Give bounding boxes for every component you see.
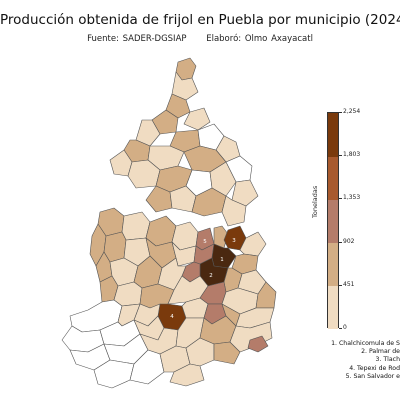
municipality — [213, 341, 241, 365]
source-text: Fuente: SADER-DGSIAP — [87, 34, 187, 44]
label-num-3: 3 — [232, 238, 236, 244]
map-subtitle: Fuente: SADER-DGSIAP Elaboró: Olmo Axaya… — [0, 34, 400, 44]
map-title: Producción obtenida de frijol en Puebla … — [0, 12, 400, 28]
legend-band — [328, 113, 338, 157]
municipality — [169, 363, 205, 387]
color-scale-bar — [327, 112, 339, 330]
municipality — [135, 119, 161, 147]
legend-band — [328, 242, 338, 287]
municipality — [231, 179, 259, 207]
municipality — [183, 107, 211, 131]
label-num-4: 4 — [170, 314, 174, 320]
municipality — [255, 281, 277, 309]
municipality — [121, 211, 151, 241]
legend-tick-label: 1,803 — [343, 151, 361, 159]
legend-tick-label: 1,353 — [343, 194, 361, 202]
note-item: 3. Tlach — [375, 356, 400, 364]
note-item: 2. Palmar de — [361, 348, 400, 356]
municipality — [209, 161, 237, 197]
municipality — [109, 149, 133, 177]
legend-tick-label: 902 — [343, 237, 355, 245]
note-item: 1. Chalchicomula de S — [331, 340, 400, 347]
author-text: Elaboró: Olmo Axayacatl — [206, 34, 313, 44]
legend-tick — [339, 241, 342, 243]
municipality — [165, 93, 191, 119]
label-num-2: 2 — [209, 273, 213, 279]
legend-tick — [339, 284, 342, 286]
legend-tick — [339, 328, 342, 329]
legend-band — [328, 199, 338, 244]
municipality-regions — [61, 57, 277, 389]
legend-band — [328, 285, 338, 330]
municipality-notes: 1. Chalchicomula de S 2. Palmar de 3. Tl… — [280, 340, 400, 381]
label-num-5: 5 — [203, 239, 207, 245]
note-item: 5. San Salvador e — [345, 372, 400, 380]
legend-tick-label: 2,254 — [343, 108, 361, 115]
municipality — [247, 335, 269, 353]
label-num-1: 1 — [220, 257, 224, 263]
legend-tick-label: 451 — [343, 280, 355, 288]
legend-tick — [339, 112, 342, 113]
municipality — [145, 185, 173, 213]
legend-title: Toneladas — [311, 185, 319, 218]
legend-tick — [339, 198, 342, 200]
legend-band — [328, 156, 338, 200]
municipality — [221, 195, 247, 227]
municipality-number-labels: 1 2 3 4 5 — [170, 238, 236, 320]
legend-tick-label: 0 — [343, 324, 347, 331]
municipality — [151, 109, 179, 135]
legend-tick — [339, 155, 342, 156]
note-item: 4. Tepexi de Rod — [349, 364, 400, 372]
